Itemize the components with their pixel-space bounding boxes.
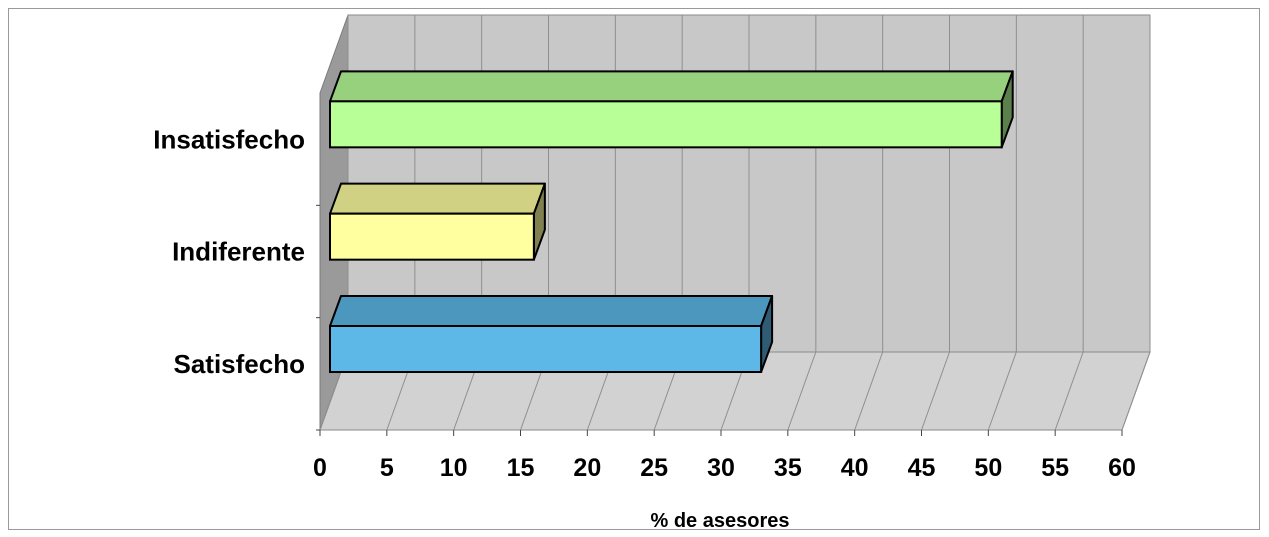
x-tick-label: 10 bbox=[440, 454, 468, 482]
bar-top-face bbox=[329, 182, 546, 215]
bar-indiferente bbox=[329, 182, 546, 261]
x-tick-label: 45 bbox=[908, 454, 936, 482]
gridline-floor bbox=[1054, 351, 1084, 431]
x-tick-label: 50 bbox=[974, 454, 1002, 482]
gridline-floor bbox=[987, 351, 1017, 431]
x-tick-label: 15 bbox=[507, 454, 535, 482]
gridline-floor bbox=[854, 351, 884, 431]
x-axis-ticks: 0 5 10 15 20 25 30 35 40 45 50 55 60 bbox=[313, 454, 1136, 482]
x-tick-label: 0 bbox=[313, 454, 327, 482]
x-tick-label: 25 bbox=[640, 454, 668, 482]
bar-top-face bbox=[329, 295, 774, 327]
x-tick-label: 20 bbox=[573, 454, 601, 482]
bar-front-face bbox=[329, 325, 763, 373]
bar-front-face bbox=[329, 100, 1003, 149]
x-tick-label: 55 bbox=[1041, 454, 1069, 482]
x-tick-label: 5 bbox=[380, 454, 394, 482]
gridline-floor bbox=[921, 351, 950, 431]
x-tick-label: 30 bbox=[707, 454, 735, 482]
category-label: Insatisfecho bbox=[153, 124, 305, 154]
x-tick-label: 60 bbox=[1108, 454, 1136, 482]
bar-top-face bbox=[329, 70, 1014, 103]
category-label: Satisfecho bbox=[174, 349, 306, 379]
gridline-floor bbox=[1121, 351, 1151, 431]
x-tick-label: 35 bbox=[774, 454, 802, 482]
category-labels: Satisfecho Indiferente Insatisfecho bbox=[153, 124, 305, 379]
bar-satisfecho bbox=[329, 295, 774, 373]
bar-insatisfecho bbox=[329, 70, 1014, 149]
bar-front-face bbox=[329, 212, 535, 261]
gridline-floor bbox=[787, 351, 817, 431]
bars bbox=[316, 70, 1014, 431]
category-label: Indiferente bbox=[172, 237, 305, 267]
x-tick-label: 40 bbox=[841, 454, 869, 482]
x-axis-title: % de asesores bbox=[651, 510, 790, 532]
